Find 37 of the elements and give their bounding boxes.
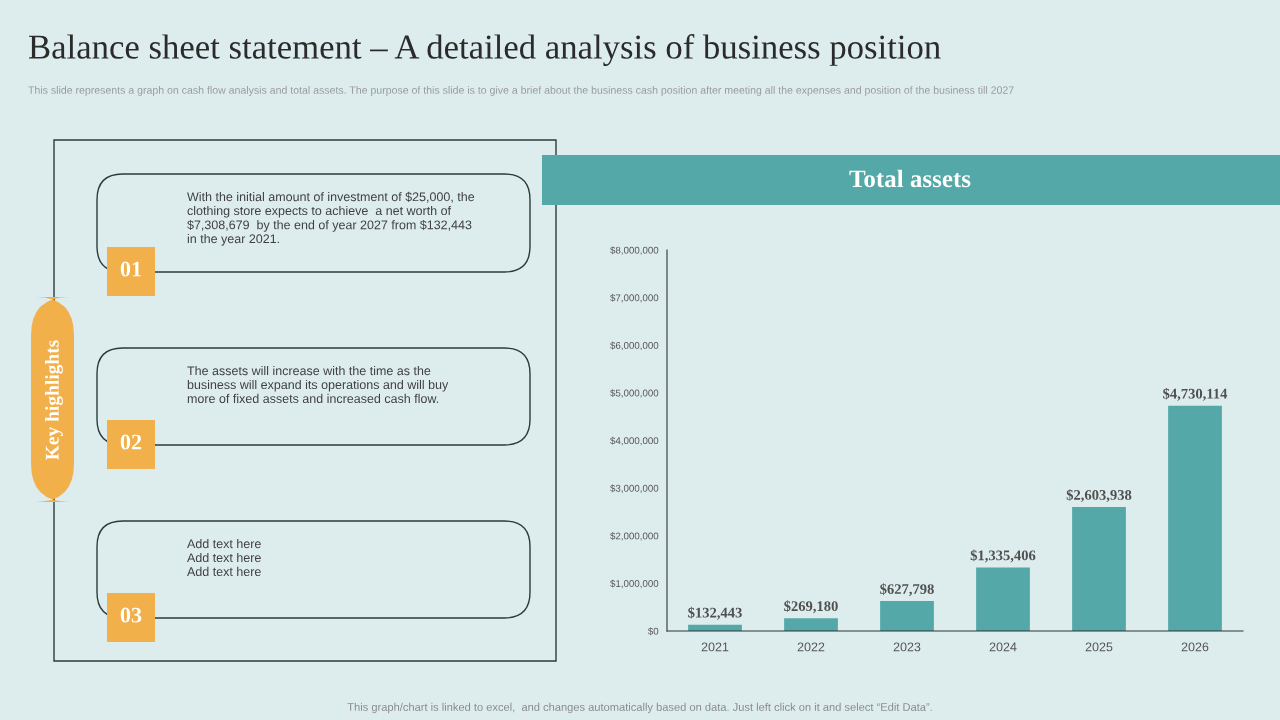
- text: Add text here Add text here Add text here: [187, 539, 261, 577]
- text: The assets will increase with the time as the business will expand its operations and will buy more of fixed assets and increased cash flow.: [187, 366, 449, 404]
- text: Balance sheet statement – A detailed analysis of business position: [29, 34, 941, 66]
- y-tick-label: $8,000,000: [610, 246, 659, 255]
- y-tick-label: $3,000,000: [610, 484, 659, 493]
- y-tick-label: $6,000,000: [610, 341, 659, 351]
- y-tick-label: $1,000,000: [610, 579, 659, 589]
- text: This slide represents a graph on cash flow analysis and total assets. The purpose of this slide is to give a brief about the business cash position after meeting all the expenses and position of the business till 2027: [28, 86, 1014, 96]
- bar: [784, 618, 838, 631]
- data-label: $627,798: [880, 583, 934, 597]
- x-tick-label: 2025: [1085, 642, 1113, 652]
- text: 01: [120, 261, 141, 277]
- bar: [1072, 506, 1126, 631]
- chart-title: Total assets: [849, 169, 971, 188]
- y-tick-label: $5,000,000: [610, 389, 659, 398]
- x-tick-label: 2022: [797, 642, 825, 652]
- data-label: $269,180: [784, 600, 838, 614]
- bar: [1168, 405, 1222, 631]
- bar: [880, 601, 934, 631]
- y-tick-label: $0: [647, 627, 659, 636]
- text: Key highlights: [45, 340, 63, 460]
- text: 03: [120, 607, 142, 623]
- text: This graph/chart is linked to excel, and changes automatically based on data. Just left click on it and select “Edit Data”.: [347, 702, 932, 714]
- y-tick-label: $4,000,000: [610, 436, 659, 446]
- y-tick-label: $7,000,000: [610, 293, 659, 303]
- data-label: $4,730,114: [1163, 387, 1228, 401]
- data-label: $132,443: [688, 606, 742, 620]
- text: With the initial amount of investment of $25,000, the clothing store expects to achieve a net worth of $7,308,679 by the end of year 2027 from $132,443 in the year 2021.: [187, 191, 475, 246]
- x-tick-label: 2026: [1181, 642, 1209, 652]
- data-label: $1,335,406: [970, 549, 1036, 563]
- bar: [976, 567, 1030, 631]
- data-label: $2,603,938: [1066, 489, 1132, 502]
- y-tick-label: $2,000,000: [610, 532, 659, 541]
- x-tick-label: 2021: [701, 642, 729, 652]
- x-tick-label: 2023: [893, 642, 921, 652]
- text: 02: [120, 434, 142, 450]
- x-tick-label: 2024: [989, 642, 1017, 652]
